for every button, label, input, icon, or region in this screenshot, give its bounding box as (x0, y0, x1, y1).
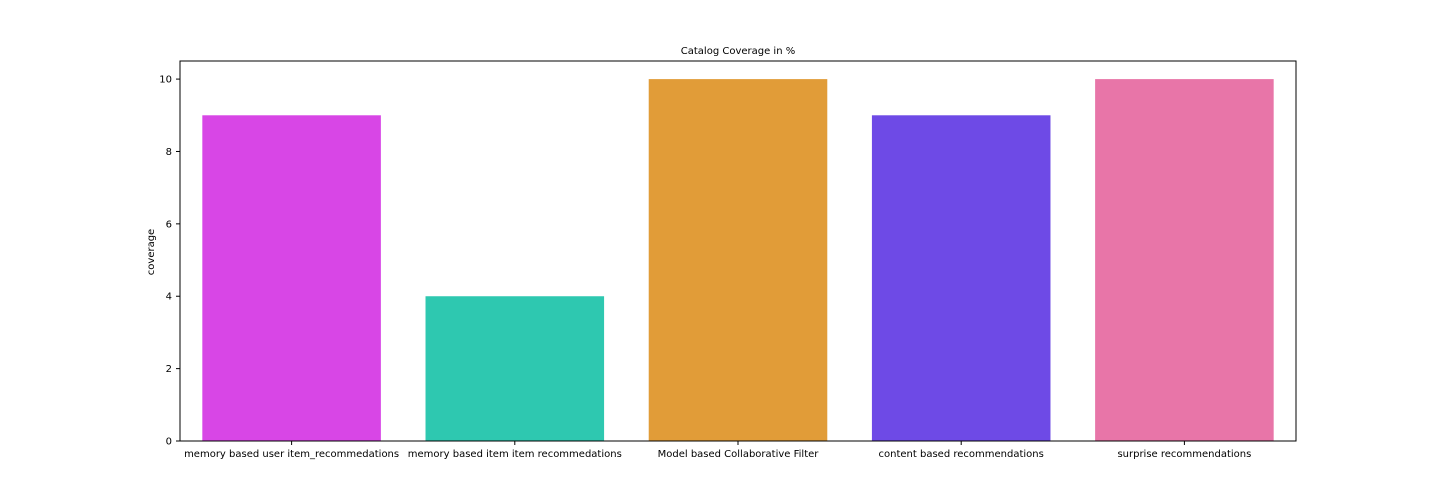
bar-5 (1095, 79, 1274, 441)
y-tick-label: 6 (166, 219, 172, 230)
x-axis: memory based user item_recommedations mem… (184, 441, 1251, 460)
y-tick-label: 0 (166, 437, 172, 448)
bar-2 (425, 296, 605, 441)
x-tick-label: Model based Collaborative Filter (658, 449, 820, 460)
y-tick-label: 10 (159, 75, 172, 86)
x-tick-label: memory based user item_recommedations (184, 449, 399, 460)
x-tick-label: memory based item item recommedations (408, 449, 622, 460)
y-tick-label: 8 (166, 147, 172, 158)
plot-frame (179, 60, 1297, 442)
y-tick-label: 2 (166, 364, 172, 375)
bars (202, 79, 1274, 441)
bar-3 (648, 79, 828, 441)
y-tick-label: 4 (166, 292, 172, 303)
x-tick-label: content based recommendations (879, 449, 1044, 460)
chart-title: Catalog Coverage in % (681, 46, 795, 57)
y-axis: 0 2 4 6 8 10 (159, 75, 180, 448)
x-tick-label: surprise recommendations (1117, 449, 1251, 460)
bar-1 (202, 115, 381, 441)
bar-4 (871, 115, 1051, 441)
y-axis-label: coverage (146, 229, 157, 275)
